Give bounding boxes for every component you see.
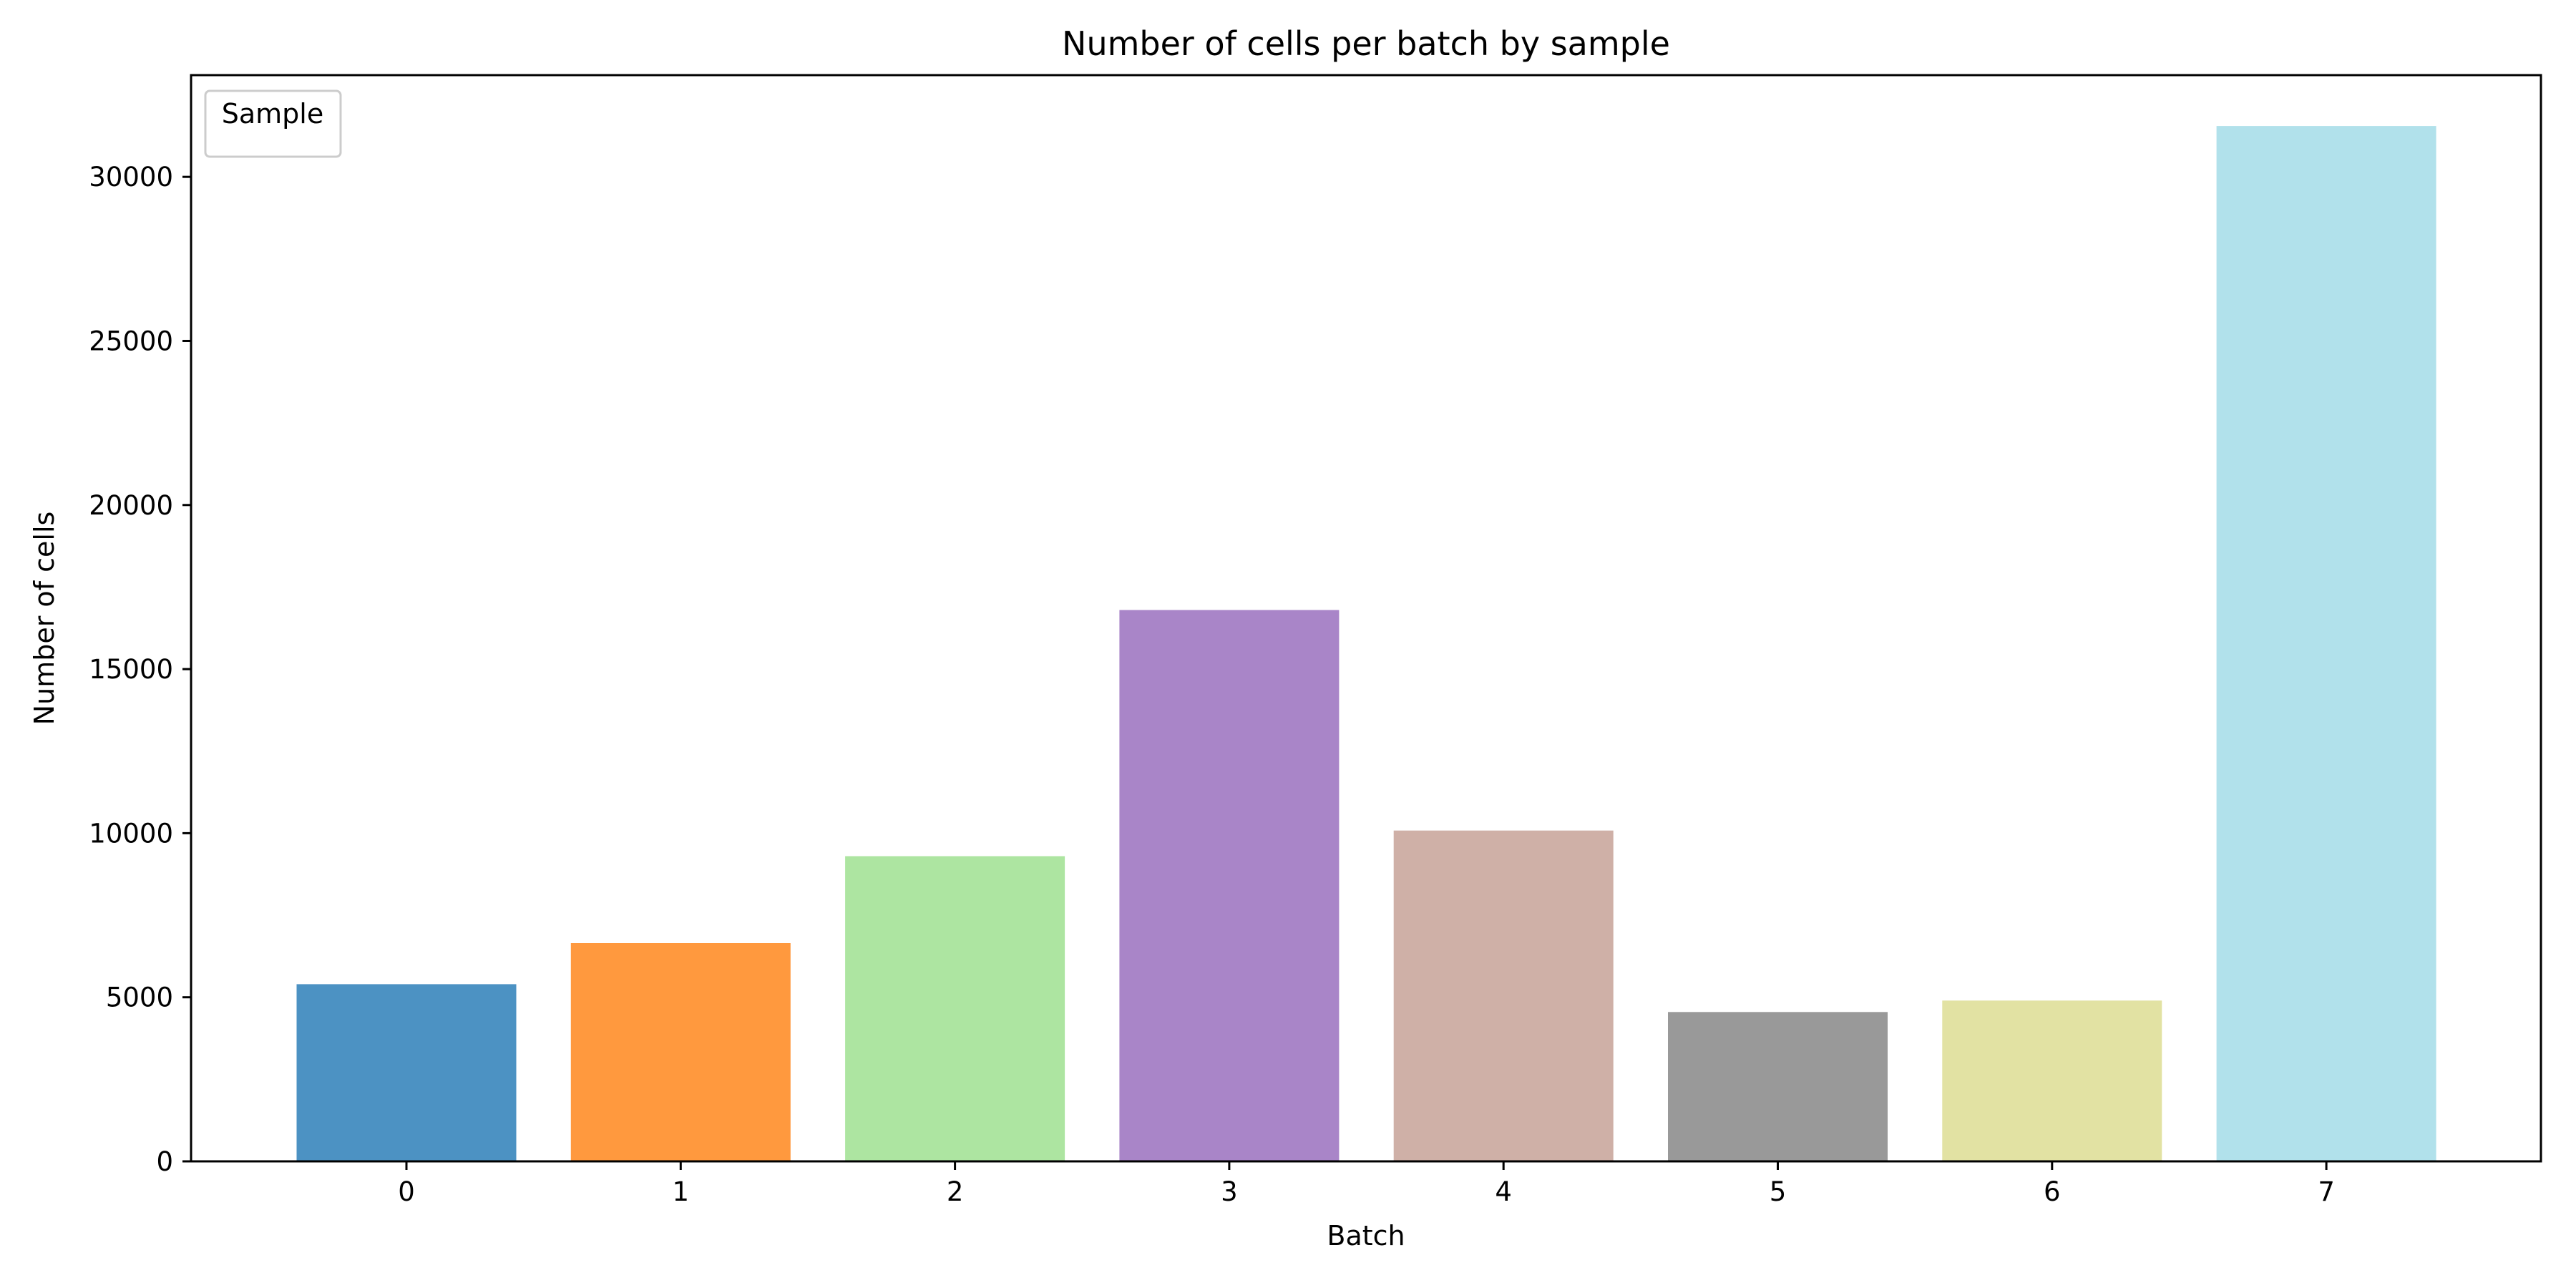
bar-batch-2 bbox=[845, 856, 1065, 1161]
x-tick-label: 1 bbox=[673, 1176, 690, 1207]
x-tick-label: 5 bbox=[1770, 1176, 1787, 1207]
bar-batch-1 bbox=[570, 943, 791, 1161]
bar-batch-3 bbox=[1119, 610, 1340, 1161]
x-axis-ticks: 0 1 2 3 4 5 6 7 bbox=[398, 1161, 2335, 1207]
y-tick-label: 0 bbox=[156, 1146, 173, 1177]
x-tick-label: 6 bbox=[2044, 1176, 2061, 1207]
y-tick-label: 25000 bbox=[89, 326, 173, 356]
y-tick-label: 5000 bbox=[106, 982, 173, 1013]
y-tick-label: 20000 bbox=[89, 490, 173, 521]
x-tick-label: 2 bbox=[947, 1176, 964, 1207]
legend-title: Sample bbox=[222, 98, 323, 130]
bars-group bbox=[296, 126, 2436, 1162]
y-axis-ticks: 0 5000 10000 15000 20000 25000 30000 bbox=[89, 162, 191, 1177]
x-axis-label: Batch bbox=[1327, 1220, 1405, 1252]
bar-batch-0 bbox=[296, 984, 517, 1161]
plot-frame bbox=[190, 74, 2542, 1163]
bar-batch-4 bbox=[1393, 830, 1614, 1161]
y-tick-label: 10000 bbox=[89, 818, 173, 849]
legend: Sample bbox=[204, 89, 342, 158]
bar-batch-7 bbox=[2216, 126, 2436, 1162]
y-tick-label: 15000 bbox=[89, 654, 173, 685]
bar-batch-5 bbox=[1668, 1012, 1888, 1161]
x-tick-label: 7 bbox=[2318, 1176, 2335, 1207]
y-tick-label: 30000 bbox=[89, 162, 173, 192]
x-tick-label: 3 bbox=[1221, 1176, 1238, 1207]
chart-title: Number of cells per batch by sample bbox=[1062, 24, 1670, 63]
bar-batch-6 bbox=[1942, 1000, 2162, 1161]
x-tick-label: 0 bbox=[398, 1176, 415, 1207]
x-tick-label: 4 bbox=[1495, 1176, 1512, 1207]
y-axis-label: Number of cells bbox=[29, 512, 60, 726]
legend-box bbox=[204, 89, 342, 158]
